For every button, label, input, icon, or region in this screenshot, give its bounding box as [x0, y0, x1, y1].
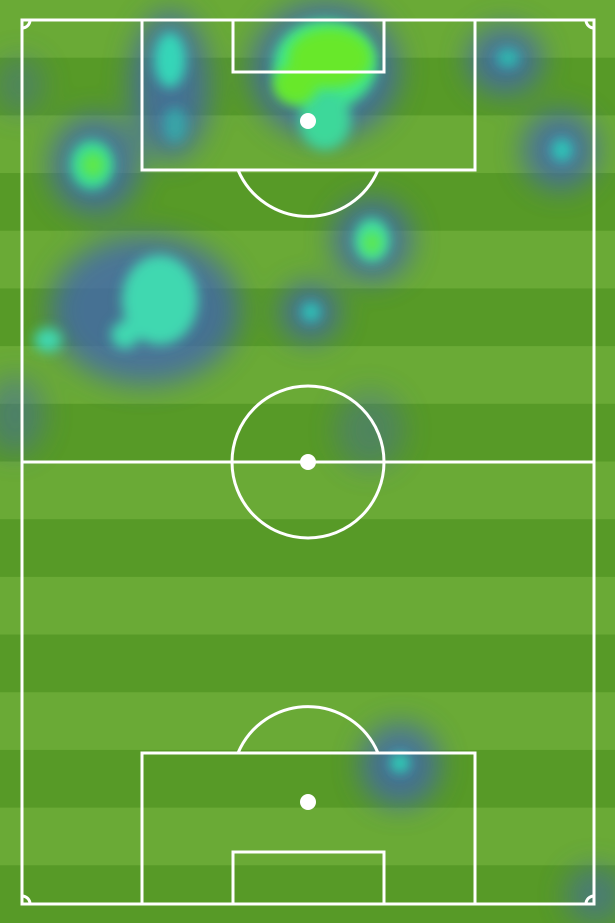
grass-stripe [0, 692, 615, 751]
heat-peak-top-center-left [273, 65, 317, 105]
pitch-spots [300, 113, 316, 810]
heat-core-center-upper [301, 302, 321, 322]
corner-arc-top-right [584, 19, 595, 30]
heat-core-right-wing-mid [551, 138, 573, 162]
corner-arc-top-left [21, 19, 32, 30]
grass-stripe [0, 634, 615, 693]
top-penalty-spot [300, 113, 316, 129]
center-spot [300, 454, 316, 470]
top-goal-area [231, 18, 386, 74]
pitch-markings [20, 18, 596, 906]
heat-peak-left-channel [81, 152, 105, 178]
heat-core-left-half-space [122, 255, 198, 345]
bottom-penalty-arc [236, 705, 380, 754]
corner-arc-bottom-right [584, 894, 595, 905]
bottom-penalty-spot [300, 794, 316, 810]
heat-core-top-left-box-lower [163, 107, 187, 143]
heat-halo-center-circle-right [335, 390, 405, 470]
grass-stripe [0, 807, 615, 866]
heat-peak-right-half-space [363, 232, 381, 254]
center-circle [230, 384, 386, 540]
heat-halo-bottom-right-corner [565, 865, 615, 923]
corner-arc-bottom-left [21, 894, 32, 905]
heat-core-bottom-box-right [390, 753, 410, 773]
grass-stripe [0, 865, 615, 923]
heat-core-right-wing-upper [496, 48, 520, 68]
heat-core-far-left [34, 328, 62, 352]
top-penalty-arc [236, 169, 380, 218]
heat-core-top-left-box [154, 32, 186, 88]
heat-core-top-penalty-spot [299, 90, 351, 150]
heat-core-left-half-space-low [111, 321, 139, 349]
grass-stripe [0, 403, 615, 462]
grass-stripe [0, 519, 615, 578]
bottom-goal-area [231, 850, 386, 906]
grass-stripe [0, 576, 615, 636]
grass-stripe [0, 461, 615, 520]
